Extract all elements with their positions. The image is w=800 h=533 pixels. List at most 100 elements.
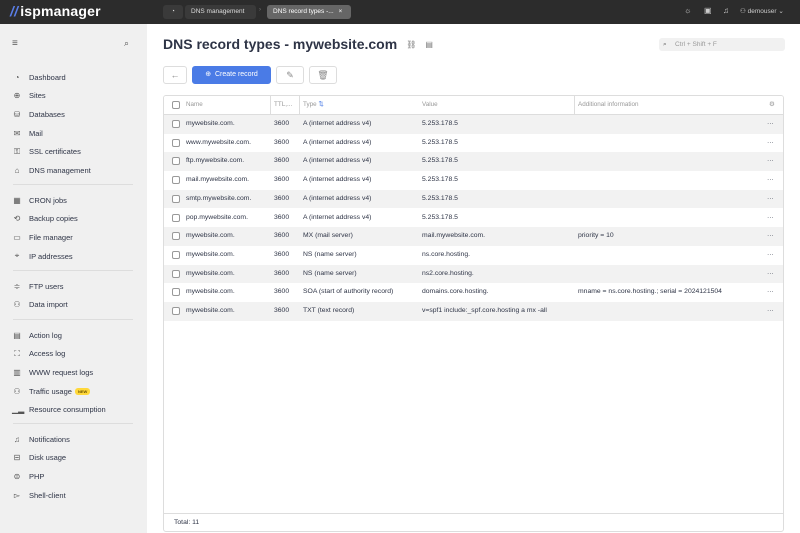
sidebar-item-data-import[interactable]: ⚇ Data import [12, 297, 137, 313]
sidebar-item-label: Disk usage [29, 453, 67, 463]
request-log-icon: ▥ [13, 367, 21, 377]
row-menu-icon[interactable]: ··· [767, 213, 774, 221]
sidebar-item-backup-copies[interactable]: ⟲ Backup copies [12, 211, 137, 227]
sidebar-item-resource-consumption[interactable]: ▁▂ Resource consumption [12, 402, 137, 418]
row-checkbox[interactable] [172, 194, 180, 203]
row-menu-icon[interactable]: ··· [767, 157, 774, 165]
search-icon[interactable]: ⌕ [124, 38, 130, 48]
sidebar-item-action-log[interactable]: ▤ Action log [12, 327, 137, 343]
menu-icon[interactable]: ≡ [12, 38, 18, 49]
table-row[interactable]: mywebsite.com. 3600 SOA (start of authorit… [164, 283, 783, 302]
sidebar-item-access-log[interactable]: ⛶ Access log [12, 346, 137, 362]
sidebar-item-mail[interactable]: ✉ Mail [12, 125, 137, 141]
row-menu-icon[interactable]: ··· [767, 138, 774, 146]
record-type: SOA (start of authority record) [303, 288, 394, 296]
sidebar-item-label: FTP users [29, 281, 64, 291]
link-icon[interactable]: ⛓ [406, 39, 417, 49]
table-row[interactable]: ftp.mywebsite.com. 3600 A (internet addres… [164, 152, 783, 172]
table-row[interactable]: mail.mywebsite.com. 3600 A (internet addre… [164, 171, 783, 190]
column-type[interactable]: Type ⇅ [299, 96, 324, 115]
table-row[interactable]: mywebsite.com. 3600 A (internet address v4… [164, 115, 783, 134]
row-checkbox[interactable] [172, 138, 180, 147]
sidebar-item-label: Sites [29, 91, 46, 101]
sidebar-item-cron-jobs[interactable]: ▦ CRON jobs [12, 192, 137, 208]
column-ttl[interactable]: TTL,... [270, 96, 292, 115]
sidebar-item-sites[interactable]: ⊕ Sites [12, 88, 137, 104]
row-menu-icon[interactable]: ··· [767, 269, 774, 277]
sidebar-item-databases[interactable]: ⛁ Databases [12, 106, 137, 122]
row-checkbox[interactable] [172, 120, 180, 128]
terminal-icon: ▻ [13, 490, 21, 500]
top-bar: //ispmanager ◔ DNS management › DNS reco… [0, 0, 800, 24]
sidebar-item-dns-management[interactable]: ⌂ DNS management [12, 163, 137, 179]
record-value: mail.mywebsite.com. [422, 232, 486, 240]
row-menu-icon[interactable]: ··· [767, 120, 774, 127]
row-menu-icon[interactable]: ··· [767, 176, 774, 184]
row-checkbox[interactable] [172, 213, 180, 222]
row-menu-icon[interactable]: ··· [767, 307, 774, 314]
record-value: ns2.core.hosting. [422, 269, 474, 277]
table-row[interactable]: mywebsite.com. 3600 MX (mail server) mail.m… [164, 227, 783, 246]
sidebar-item-php[interactable]: ⊜ PHP [12, 468, 137, 484]
tab-dns-record-types[interactable]: DNS record types -... × [267, 5, 351, 19]
sidebar-item-file-manager[interactable]: ▭ File manager [12, 229, 137, 245]
sidebar-item-notifications[interactable]: ♫ Notifications [12, 431, 137, 447]
create-record-button[interactable]: ⊕ Create record [192, 66, 271, 84]
sidebar-item-ip-addresses[interactable]: ⌖ IP addresses [12, 248, 137, 264]
sidebar-divider [13, 423, 133, 424]
row-checkbox[interactable] [172, 269, 180, 278]
edit-button[interactable]: ✎ [276, 66, 304, 84]
table-row[interactable]: mywebsite.com. 3600 NS (name server) ns.cor… [164, 246, 783, 265]
sidebar-item-www-request-logs[interactable]: ▥ WWW request logs [12, 364, 137, 380]
row-menu-icon[interactable]: ··· [767, 232, 774, 240]
record-ttl: 3600 [274, 194, 290, 202]
database-icon: ⛁ [13, 109, 21, 119]
row-menu-icon[interactable]: ··· [767, 194, 774, 202]
tab-dns-management[interactable]: DNS management [185, 5, 256, 19]
documentation-icon[interactable]: ▣ [704, 6, 712, 15]
row-checkbox[interactable] [172, 307, 180, 315]
row-checkbox[interactable] [172, 288, 180, 297]
user-menu[interactable]: ⚇ demouser ⌄ [740, 8, 784, 15]
row-checkbox[interactable] [172, 176, 180, 185]
table-row[interactable]: www.mywebsite.com. 3600 A (internet addres… [164, 134, 783, 153]
table-row[interactable]: mywebsite.com. 3600 NS (name server) ns2.co… [164, 264, 783, 284]
record-value: 5.253.178.5 [422, 213, 458, 221]
sidebar-item-shell-client[interactable]: ▻ Shell-client [12, 487, 137, 503]
page-title: DNS record types - mywebsite.com [163, 36, 398, 52]
sidebar-divider [13, 319, 133, 320]
theme-icon[interactable]: ☼ [684, 6, 692, 15]
row-menu-icon[interactable]: ··· [767, 288, 774, 296]
backup-icon: ⟲ [13, 214, 21, 224]
column-value[interactable]: Value [422, 101, 438, 108]
bell-icon[interactable]: ♫ [723, 6, 729, 15]
record-value: 5.253.178.5 [422, 176, 458, 184]
column-name[interactable]: Name [186, 101, 203, 108]
global-search-input[interactable]: ⌕ Ctrl + Shift + F [659, 38, 785, 51]
record-ttl: 3600 [274, 269, 290, 277]
sidebar-item-ftp-users[interactable]: ≑ FTP users [12, 278, 137, 294]
close-tab-icon[interactable]: × [338, 8, 343, 15]
row-checkbox[interactable] [172, 250, 180, 259]
instruction-icon[interactable]: ▤ [425, 39, 433, 49]
record-ttl: 3600 [274, 176, 290, 184]
column-settings-icon[interactable]: ⚙ [769, 101, 775, 108]
record-name: mail.mywebsite.com. [186, 176, 250, 184]
row-menu-icon[interactable]: ··· [767, 250, 774, 258]
sidebar-item-ssl-certificates[interactable]: ⚿ SSL certificates [12, 144, 137, 160]
logo[interactable]: //ispmanager [10, 3, 101, 19]
table-row[interactable]: smtp.mywebsite.com. 3600 A (internet addre… [164, 189, 783, 209]
table-row[interactable]: mywebsite.com. 3600 TXT (text record) v=spf… [164, 302, 783, 321]
row-checkbox[interactable] [172, 157, 180, 166]
row-checkbox[interactable] [172, 232, 180, 241]
dashboard-tab-icon[interactable]: ◔ [163, 5, 183, 19]
sidebar-item-dashboard[interactable]: ◔ Dashboard [12, 69, 137, 85]
select-all-checkbox[interactable] [172, 101, 180, 109]
delete-button[interactable]: 🗑 [309, 66, 337, 84]
back-button[interactable]: ← [163, 66, 187, 84]
sidebar-item-traffic-usage[interactable]: ⚇ Traffic usage NEW [12, 383, 137, 399]
column-additional-info[interactable]: Additional information [574, 96, 639, 115]
table-row[interactable]: pop.mywebsite.com. 3600 A (internet addres… [164, 209, 783, 228]
sidebar-item-disk-usage[interactable]: ⊟ Disk usage [12, 450, 137, 466]
location-icon: ⌖ [14, 251, 20, 261]
